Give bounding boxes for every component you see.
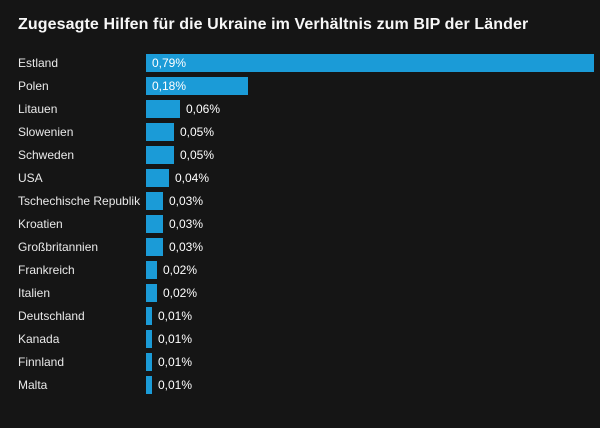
value-label: 0,04% xyxy=(175,170,210,185)
bar-track: 0,01% xyxy=(146,329,594,348)
bar-track: 0,05% xyxy=(146,122,594,141)
value-label: 0,79% xyxy=(152,55,187,70)
chart-row: Schweden 0,05% xyxy=(18,143,594,166)
bar-track: 0,01% xyxy=(146,375,594,394)
value-label: 0,02% xyxy=(163,285,198,300)
bar-track: 0,02% xyxy=(146,260,594,279)
value-label: 0,01% xyxy=(158,377,193,392)
bar xyxy=(146,145,174,164)
bar-track: 0,04% xyxy=(146,168,594,187)
bar xyxy=(146,99,180,118)
bar-track: 0,01% xyxy=(146,306,594,325)
value-label: 0,18% xyxy=(152,78,187,93)
bar-track: 0,03% xyxy=(146,237,594,256)
bar-chart: Estland 0,79% Polen 0,18% Litauen 0,06% Slowen… xyxy=(18,51,594,396)
country-label: Kanada xyxy=(18,331,60,346)
bar xyxy=(146,237,163,256)
bar xyxy=(146,283,157,302)
country-label: Estland xyxy=(18,55,59,70)
chart-row: Estland 0,79% xyxy=(18,51,594,74)
chart-row: Malta 0,01% xyxy=(18,373,594,396)
country-label: Slowenien xyxy=(18,124,74,139)
country-label: Tschechische Republik xyxy=(18,193,141,208)
value-label: 0,02% xyxy=(163,262,198,277)
bar xyxy=(146,306,152,325)
bar xyxy=(146,214,163,233)
chart-row: Frankreich 0,02% xyxy=(18,258,594,281)
country-label: Italien xyxy=(18,285,51,300)
country-label: USA xyxy=(18,170,43,185)
bar-track: 0,06% xyxy=(146,99,594,118)
bar xyxy=(146,375,152,394)
bar xyxy=(146,122,174,141)
bar xyxy=(146,329,152,348)
value-label: 0,03% xyxy=(169,216,204,231)
chart-row: Tschechische Republik 0,03% xyxy=(18,189,594,212)
country-label: Großbritannien xyxy=(18,239,99,254)
country-label: Polen xyxy=(18,78,49,93)
chart-row: Italien 0,02% xyxy=(18,281,594,304)
chart-row: Litauen 0,06% xyxy=(18,97,594,120)
bar-track: 0,79% xyxy=(146,53,594,72)
country-label: Finnland xyxy=(18,354,65,369)
chart-row: USA 0,04% xyxy=(18,166,594,189)
bar xyxy=(146,53,594,72)
bar xyxy=(146,191,163,210)
value-label: 0,01% xyxy=(158,354,193,369)
bar-track: 0,01% xyxy=(146,352,594,371)
value-label: 0,03% xyxy=(169,193,204,208)
value-label: 0,05% xyxy=(180,124,215,139)
country-label: Litauen xyxy=(18,101,58,116)
bar xyxy=(146,76,248,95)
bar xyxy=(146,168,169,187)
bar-track: 0,05% xyxy=(146,145,594,164)
value-label: 0,01% xyxy=(158,331,193,346)
chart-title: Zugesagte Hilfen für die Ukraine im Verh… xyxy=(18,16,529,33)
value-label: 0,06% xyxy=(186,101,221,116)
bar-track: 0,18% xyxy=(146,76,594,95)
country-label: Malta xyxy=(18,377,48,392)
chart-row: Kroatien 0,03% xyxy=(18,212,594,235)
chart-row: Großbritannien 0,03% xyxy=(18,235,594,258)
country-label: Deutschland xyxy=(18,308,85,323)
bar-track: 0,03% xyxy=(146,191,594,210)
chart-row: Finnland 0,01% xyxy=(18,350,594,373)
value-label: 0,05% xyxy=(180,147,215,162)
country-label: Kroatien xyxy=(18,216,63,231)
country-label: Frankreich xyxy=(18,262,75,277)
country-label: Schweden xyxy=(18,147,75,162)
value-label: 0,01% xyxy=(158,308,193,323)
chart-row: Polen 0,18% xyxy=(18,74,594,97)
value-label: 0,03% xyxy=(169,239,204,254)
chart-row: Deutschland 0,01% xyxy=(18,304,594,327)
bar-track: 0,02% xyxy=(146,283,594,302)
chart-row: Slowenien 0,05% xyxy=(18,120,594,143)
bar xyxy=(146,260,157,279)
chart-row: Kanada 0,01% xyxy=(18,327,594,350)
bar-track: 0,03% xyxy=(146,214,594,233)
bar xyxy=(146,352,152,371)
